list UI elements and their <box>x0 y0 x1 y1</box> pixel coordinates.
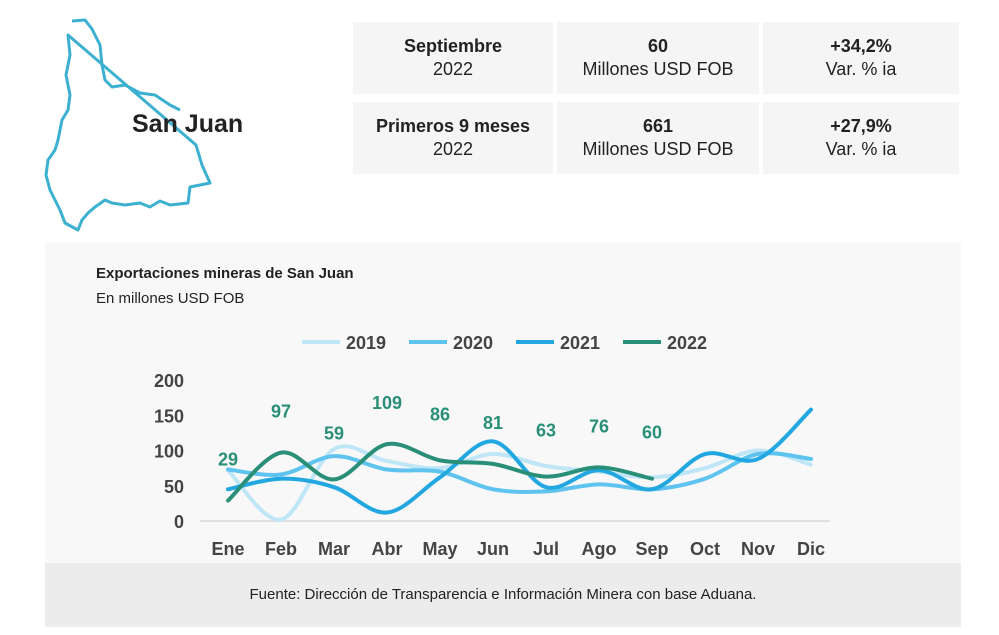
y-tick-label: 0 <box>174 512 184 532</box>
data-label: 109 <box>372 393 402 413</box>
x-tick-label: Jul <box>533 539 559 559</box>
legend-label: 2021 <box>560 333 600 353</box>
x-tick-label: May <box>422 539 457 559</box>
card-month-value: 60 Millones USD FOB <box>557 22 759 94</box>
x-tick-label: Dic <box>797 539 825 559</box>
data-label: 63 <box>536 421 556 441</box>
x-tick-label: Ene <box>211 539 244 559</box>
card-ytd-period: Primeros 9 meses 2022 <box>353 102 553 174</box>
data-label: 59 <box>324 423 344 443</box>
data-label: 86 <box>430 404 450 424</box>
value: 60 <box>647 36 669 56</box>
legend-label: 2022 <box>667 333 707 353</box>
y-tick-label: 200 <box>154 371 184 391</box>
chart-title: Exportaciones mineras de San Juan <box>96 265 354 282</box>
province-name: San Juan <box>132 110 244 138</box>
legend-label: 2019 <box>346 333 386 353</box>
card-ytd-value: 661 Millones USD FOB <box>557 102 759 174</box>
chart-panel <box>45 243 961 563</box>
x-tick-label: Feb <box>265 539 297 559</box>
x-tick-label: Ago <box>582 539 617 559</box>
period: Septiembre <box>403 36 503 56</box>
unit: Millones USD FOB <box>582 59 734 79</box>
x-tick-label: Oct <box>690 539 720 559</box>
data-label: 29 <box>218 450 238 470</box>
data-label: 76 <box>589 416 609 436</box>
data-label: 60 <box>642 423 662 443</box>
period: Primeros 9 meses <box>375 116 531 136</box>
data-label: 97 <box>271 402 291 422</box>
card-ytd-var: +27,9% Var. % ia <box>763 102 959 174</box>
year: 2022 <box>432 59 474 79</box>
y-tick-label: 50 <box>164 477 184 497</box>
variation-label: Var. % ia <box>825 139 897 159</box>
card-month-period: Septiembre 2022 <box>353 22 553 94</box>
x-tick-label: Sep <box>635 539 668 559</box>
x-tick-label: Abr <box>372 539 403 559</box>
x-tick-label: Mar <box>318 539 350 559</box>
series-line-2019 <box>226 444 813 522</box>
san-juan-map-icon <box>44 18 212 232</box>
value: 661 <box>642 116 674 136</box>
legend-label: 2020 <box>453 333 493 353</box>
data-label: 81 <box>483 413 503 433</box>
chart-subtitle: En millones USD FOB <box>96 290 245 307</box>
variation-label: Var. % ia <box>825 59 897 79</box>
variation: +34,2% <box>830 36 892 56</box>
y-tick-label: 100 <box>154 442 184 462</box>
year: 2022 <box>432 139 474 159</box>
series-line-2022 <box>226 441 654 503</box>
series-line-2020 <box>226 451 813 494</box>
y-tick-label: 150 <box>154 406 184 426</box>
x-tick-label: Nov <box>741 539 775 559</box>
unit: Millones USD FOB <box>582 139 734 159</box>
source-note: Fuente: Dirección de Transparencia e Inf… <box>45 563 961 627</box>
variation: +27,9% <box>830 116 892 136</box>
card-month-var: +34,2% Var. % ia <box>763 22 959 94</box>
x-tick-label: Jun <box>477 539 509 559</box>
series-line-2021 <box>226 407 813 515</box>
